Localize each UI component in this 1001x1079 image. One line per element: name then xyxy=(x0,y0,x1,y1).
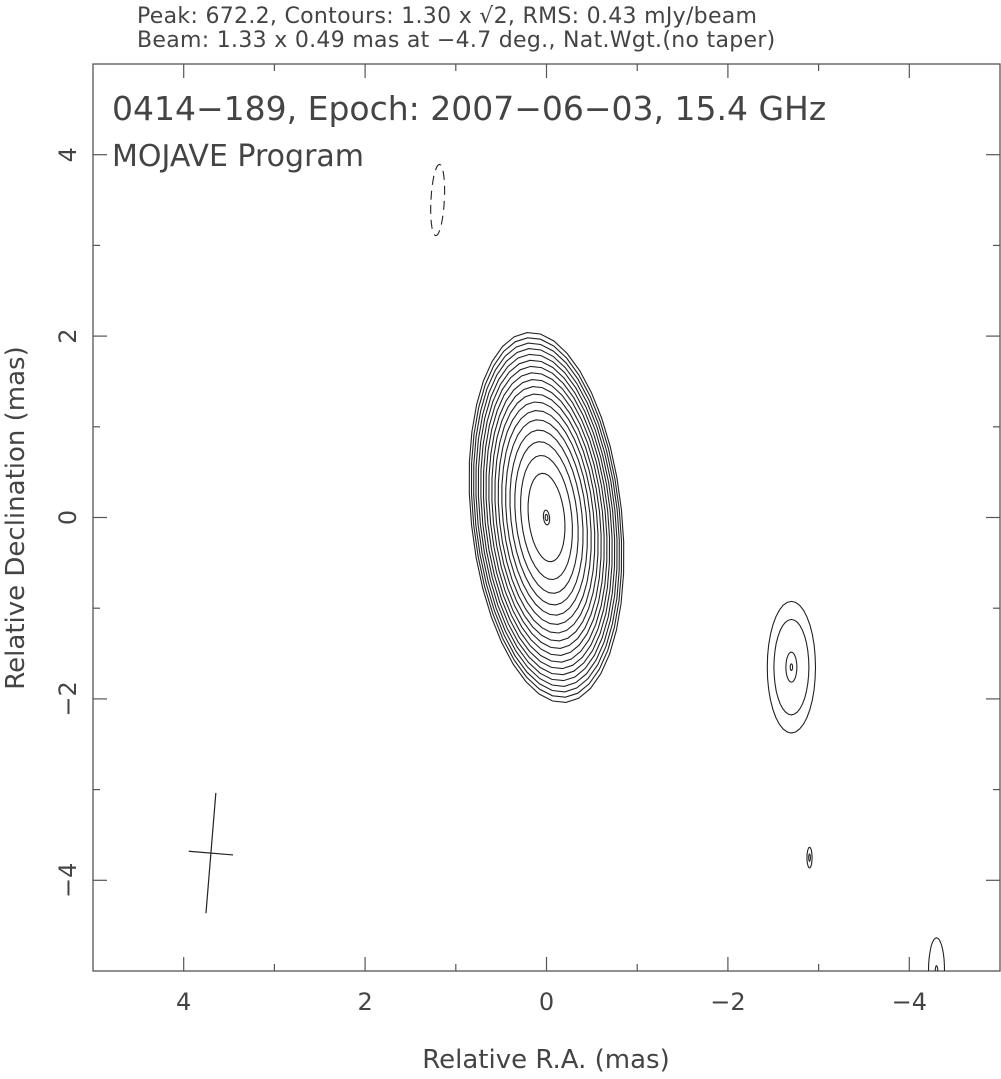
contour-line xyxy=(806,846,813,869)
contour-line xyxy=(475,348,618,687)
contour-line xyxy=(789,663,794,671)
contour-line xyxy=(482,365,611,670)
header-beam-info: Beam: 1.33 x 0.49 mas at −4.7 deg., Nat.… xyxy=(137,28,776,53)
y-tick-label: 4 xyxy=(54,147,82,162)
contour-line xyxy=(470,337,623,698)
y-tick-label: −4 xyxy=(54,863,82,898)
contour-line xyxy=(477,353,616,682)
y-tick-label: 2 xyxy=(54,328,82,343)
negative-contour xyxy=(430,163,446,237)
contour-line xyxy=(480,359,613,676)
x-tick-label: −4 xyxy=(892,988,927,1016)
plot-frame xyxy=(92,63,1001,972)
x-tick-label: 0 xyxy=(539,988,554,1016)
contour-line xyxy=(485,372,608,663)
contour-line xyxy=(542,509,551,526)
x-tick-label: 4 xyxy=(176,988,191,1016)
contour-line xyxy=(468,332,625,703)
y-axis-label: Relative Declination (mas) xyxy=(1,346,31,689)
contour-line xyxy=(497,401,596,634)
contour-line xyxy=(488,379,605,656)
contour-line xyxy=(927,937,946,971)
contour-line xyxy=(491,386,602,649)
contour-line xyxy=(773,618,810,716)
contour-line xyxy=(934,965,939,971)
chart-subtitle: MOJAVE Program xyxy=(112,139,364,174)
contour-line xyxy=(785,651,798,683)
contour-line xyxy=(544,513,549,522)
contour-line xyxy=(494,393,599,642)
x-tick-label: 2 xyxy=(357,988,372,1016)
contour-line xyxy=(509,429,584,606)
y-tick-label: 0 xyxy=(54,510,82,525)
x-axis-label: Relative R.A. (mas) xyxy=(422,1045,669,1075)
x-tick-label: −2 xyxy=(710,988,745,1016)
contour-line xyxy=(514,441,579,594)
contour-line xyxy=(505,419,588,616)
contour-line xyxy=(520,454,573,581)
header-peak-contours-rms: Peak: 672.2, Contours: 1.30 x √2, RMS: 0… xyxy=(137,4,758,29)
contour-line xyxy=(808,853,811,862)
chart-title: 0414−189, Epoch: 2007−06−03, 15.4 GHz xyxy=(112,89,826,128)
contour-line xyxy=(766,600,817,734)
contour-line xyxy=(473,342,620,693)
y-tick-label: −2 xyxy=(54,681,82,716)
contour-line xyxy=(527,472,566,563)
beam-minor-axis xyxy=(188,850,234,856)
contour-line xyxy=(501,410,592,625)
